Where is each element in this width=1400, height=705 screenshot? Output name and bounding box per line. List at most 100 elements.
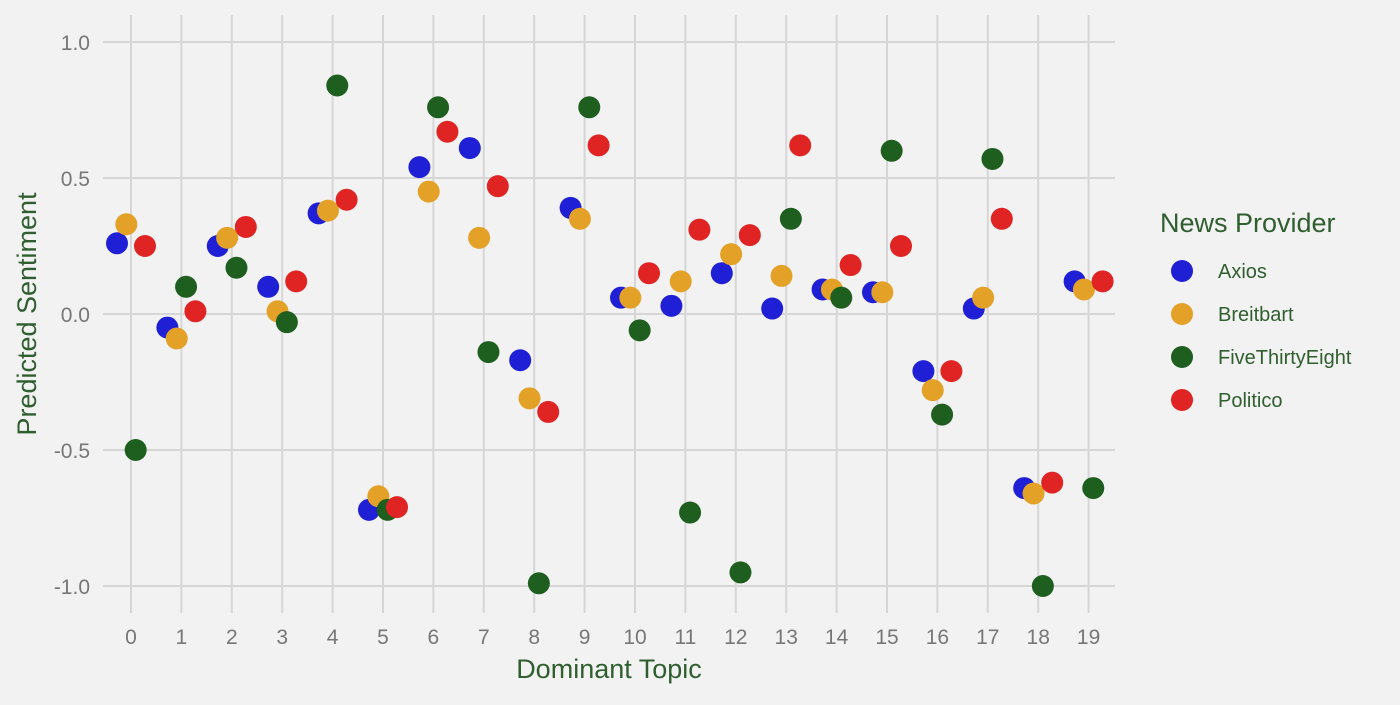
data-point-politico: [184, 300, 207, 323]
y-tick-label: -1.0: [54, 576, 90, 599]
data-point-fivethirtyeight: [1082, 477, 1105, 500]
data-point-axios: [912, 360, 935, 383]
legend-label: FiveThirtyEight: [1218, 347, 1352, 369]
data-point-breitbart: [770, 264, 793, 287]
data-point-breitbart: [165, 327, 188, 350]
data-point-politico: [638, 262, 660, 285]
data-point-axios: [408, 156, 431, 179]
y-tick-label: 0.0: [61, 304, 90, 327]
data-point-breitbart: [316, 199, 339, 222]
data-point-fivethirtyeight: [427, 96, 450, 119]
y-tick-label: -0.5: [54, 440, 90, 463]
x-tick-label: 12: [724, 626, 747, 649]
data-point-breitbart: [1022, 482, 1045, 505]
data-point-fivethirtyeight: [175, 275, 198, 298]
data-point-breitbart: [1072, 278, 1095, 301]
data-point-breitbart: [518, 387, 541, 410]
legend-label: Breitbart: [1218, 304, 1294, 326]
data-point-breitbart: [669, 270, 692, 293]
x-tick-label: 14: [825, 626, 849, 649]
legend-label: Axios: [1218, 261, 1267, 283]
data-point-fivethirtyeight: [477, 341, 500, 364]
data-point-politico: [335, 188, 358, 211]
data-point-politico: [486, 175, 509, 198]
data-point-politico: [134, 235, 156, 257]
data-point-fivethirtyeight: [628, 319, 651, 342]
axes: -1.0-0.50.00.51.00 1 2 3 4 5 6 7 8 9 10 11 12 13 14 15 1…: [54, 32, 1100, 649]
data-point-fivethirtyeight: [225, 256, 248, 279]
data-point-fivethirtyeight: [275, 311, 298, 334]
data-point-breitbart: [921, 379, 944, 402]
x-tick-label: 10: [623, 626, 646, 649]
data-point-breitbart: [720, 243, 743, 266]
data-point-fivethirtyeight: [779, 207, 802, 230]
data-point-fivethirtyeight: [830, 286, 853, 309]
data-point-axios: [710, 262, 733, 285]
legend: News Provider Axios Breitbart FiveThirtyEi…: [1160, 208, 1352, 412]
x-tick-label: 11: [674, 626, 696, 649]
x-tick-label: 7: [478, 626, 490, 649]
data-point-fivethirtyeight: [679, 501, 702, 524]
data-point-politico: [789, 134, 812, 157]
data-point-breitbart: [417, 180, 440, 203]
data-point-fivethirtyeight: [326, 74, 349, 97]
data-point-axios: [458, 137, 481, 160]
x-axis-label: Dominant Topic: [516, 654, 702, 684]
data-point-politico: [436, 120, 459, 143]
x-tick-label: 19: [1077, 626, 1100, 649]
data-point-axios: [509, 349, 532, 372]
data-point-axios: [761, 297, 784, 320]
x-tick-label: 2: [226, 626, 238, 649]
data-point-politico: [285, 270, 308, 293]
data-point-politico: [1091, 270, 1114, 293]
x-tick-label: 13: [775, 626, 798, 649]
x-tick-label: 9: [579, 626, 591, 649]
x-tick-label: 6: [428, 626, 440, 649]
data-point-fivethirtyeight: [527, 572, 550, 595]
data-point-fivethirtyeight: [1031, 575, 1054, 597]
data-point-politico: [587, 134, 610, 157]
y-axis-label: Predicted Sentiment: [12, 192, 42, 436]
data-point-breitbart: [972, 286, 995, 309]
data-point-breitbart: [216, 226, 239, 249]
legend-key-axios: [1171, 260, 1193, 282]
data-point-fivethirtyeight: [124, 439, 147, 461]
data-point-politico: [738, 224, 761, 247]
x-tick-label: 16: [926, 626, 949, 649]
data-point-breitbart: [619, 286, 642, 309]
legend-items: Axios Breitbart FiveThirtyEight Politico: [1171, 260, 1352, 412]
data-point-breitbart: [115, 213, 138, 236]
legend-key-breitbart: [1171, 303, 1193, 325]
x-tick-label: 0: [125, 626, 137, 649]
legend-key-fivethirtyeight: [1171, 346, 1193, 368]
data-point-axios: [257, 275, 280, 298]
data-point-politico: [688, 218, 711, 241]
data-point-fivethirtyeight: [880, 139, 903, 162]
x-tick-label: 8: [528, 626, 540, 649]
x-tick-label: 4: [327, 626, 339, 649]
x-tick-label: 17: [976, 626, 999, 649]
x-tick-label: 18: [1027, 626, 1050, 649]
data-point-politico: [839, 254, 862, 277]
data-point-fivethirtyeight: [931, 403, 954, 426]
legend-key-politico: [1171, 389, 1193, 411]
data-point-axios: [106, 232, 128, 255]
x-tick-label: 1: [176, 626, 188, 649]
grid-lines: [103, 15, 1115, 613]
data-point-axios: [660, 294, 683, 317]
legend-label: Politico: [1218, 390, 1282, 412]
x-tick-label: 5: [377, 626, 389, 649]
data-point-politico: [990, 207, 1013, 230]
data-point-breitbart: [871, 281, 894, 304]
data-point-politico: [537, 400, 560, 423]
data-point-politico: [890, 235, 912, 257]
data-point-politico: [234, 215, 257, 238]
data-point-politico: [940, 360, 963, 383]
x-tick-label: 3: [276, 626, 288, 649]
data-points: [106, 74, 1114, 597]
legend-title: News Provider: [1160, 208, 1336, 238]
data-point-politico: [386, 496, 408, 519]
data-point-breitbart: [468, 226, 491, 249]
